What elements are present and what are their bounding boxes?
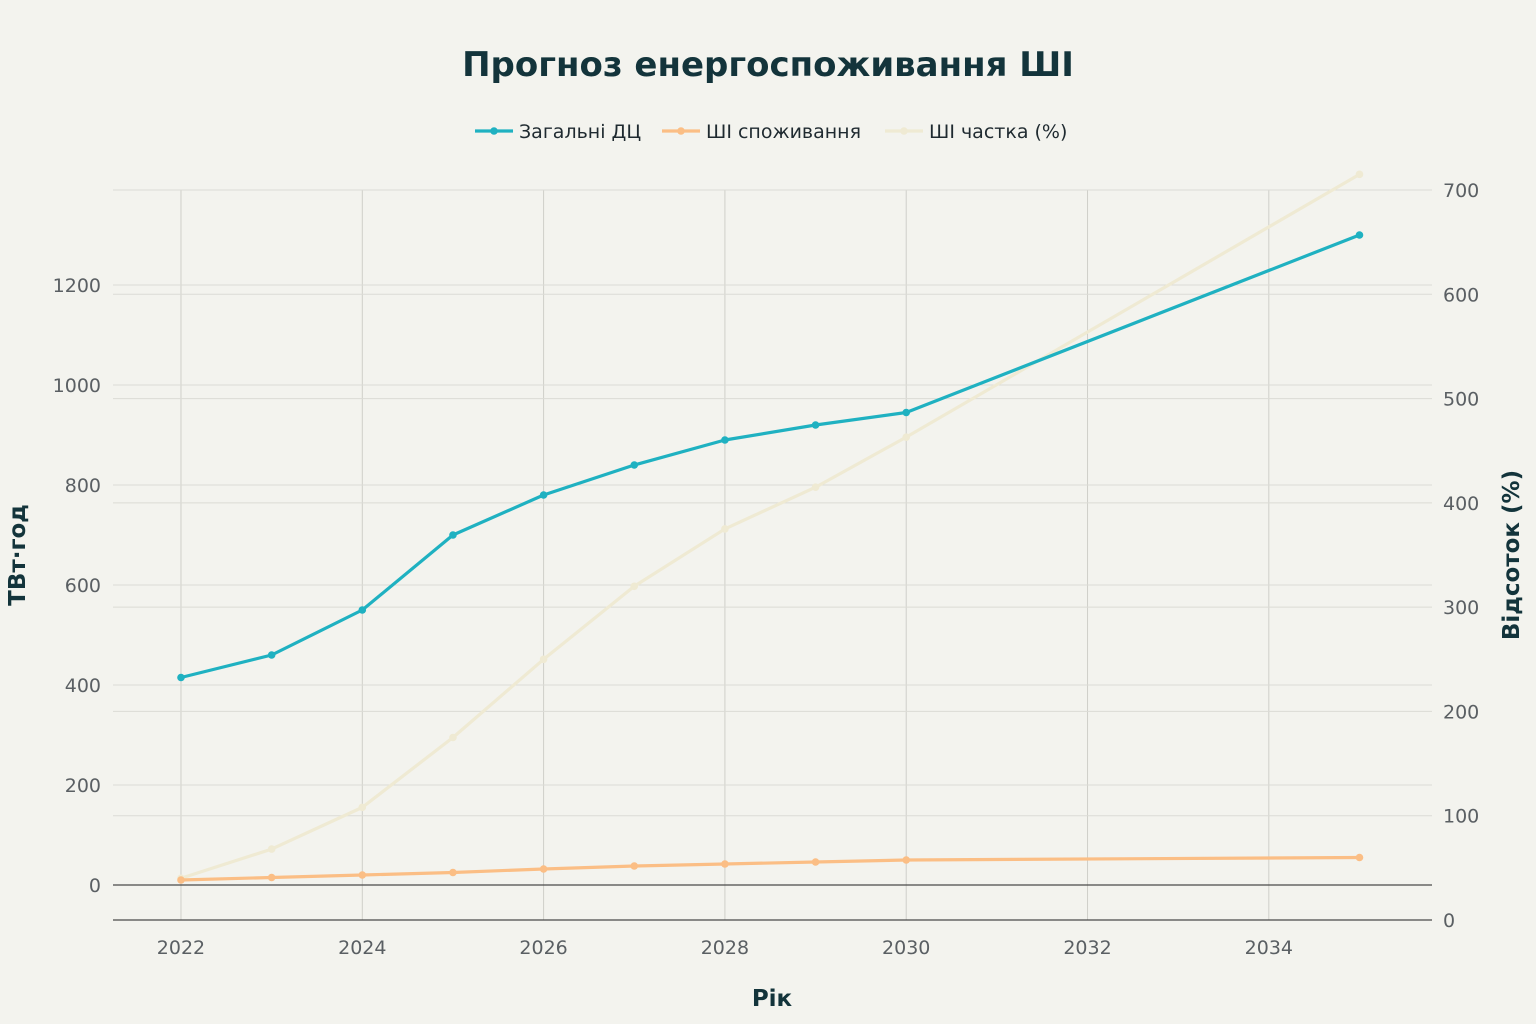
y2-tick-label-700: 700 xyxy=(1443,180,1479,202)
series-0-point-4 xyxy=(539,491,548,499)
gridlines xyxy=(113,189,1432,920)
series-0-point-8 xyxy=(902,408,911,417)
series-1-point-2 xyxy=(358,871,367,879)
y2-tick-label-100: 100 xyxy=(1443,806,1479,828)
series-0-point-6 xyxy=(721,436,729,444)
y2-tick-label-200: 200 xyxy=(1443,701,1479,723)
series-1-point-4 xyxy=(539,865,548,873)
legend-label-2: ШІ частка (%) xyxy=(929,121,1067,143)
series-0-point-0 xyxy=(177,673,185,682)
series-1-point-6 xyxy=(721,860,729,868)
y-tick-label-400: 400 xyxy=(65,675,101,697)
series-2-point-4 xyxy=(539,655,548,664)
series-line-0 xyxy=(179,233,1362,680)
series-0-point-9 xyxy=(1355,231,1364,239)
series-1-point-3 xyxy=(449,868,457,877)
series-1-point-1 xyxy=(267,873,276,882)
series-line-1 xyxy=(179,855,1362,882)
series-0-point-3 xyxy=(449,531,457,539)
y-tick-label-200: 200 xyxy=(65,775,101,797)
series-2-point-2 xyxy=(358,803,367,812)
series-0-point-1 xyxy=(267,651,276,659)
series-group xyxy=(177,170,1364,884)
series-0-point-7 xyxy=(811,421,820,429)
series-line-2 xyxy=(179,172,1362,880)
series-1-point-5 xyxy=(630,862,639,870)
y2-tick-label-300: 300 xyxy=(1443,597,1479,619)
y2-tick-label-500: 500 xyxy=(1443,389,1479,411)
series-1-point-7 xyxy=(811,858,820,866)
x-axis-title: Рік xyxy=(752,986,793,1012)
legend-marker-1 xyxy=(677,127,685,135)
series-2-point-1 xyxy=(267,845,276,853)
y2-axis-title: Відсоток (%) xyxy=(1499,470,1525,640)
x-tick-label-2026: 2026 xyxy=(519,937,567,959)
series-1-point-0 xyxy=(177,876,185,884)
y2-tick-label-0: 0 xyxy=(1443,910,1455,932)
series-2-point-6 xyxy=(721,525,729,533)
tick-labels: 2022 2024 2026 2028 2030 2032 2034 0 200 400 600 80… xyxy=(53,180,1480,959)
series-2-point-9 xyxy=(1355,170,1364,179)
y2-tick-label-600: 600 xyxy=(1443,284,1479,306)
legend-label-1: ШІ споживання xyxy=(706,121,861,143)
series-2-point-5 xyxy=(630,582,639,591)
chart-title: Прогноз енергоспоживання ШІ xyxy=(462,45,1074,85)
series-2-point-7 xyxy=(811,483,820,492)
y-tick-label-1200: 1200 xyxy=(53,275,101,297)
x-tick-label-2028: 2028 xyxy=(701,937,749,959)
x-tick-label-2022: 2022 xyxy=(157,937,205,959)
series-2-point-8 xyxy=(902,433,911,441)
y-tick-label-1000: 1000 xyxy=(53,375,101,397)
y2-tick-label-400: 400 xyxy=(1443,493,1479,515)
legend-marker-0 xyxy=(490,127,498,135)
x-tick-label-2024: 2024 xyxy=(338,937,386,959)
x-tick-label-2032: 2032 xyxy=(1063,937,1111,959)
series-1-point-8 xyxy=(902,856,911,864)
legend-label-0: Загальні ДЦ xyxy=(519,121,641,143)
y-axis-title: ТВт·год xyxy=(5,504,31,606)
legend-marker-2 xyxy=(900,127,908,135)
series-0-point-2 xyxy=(358,606,367,614)
y-tick-label-800: 800 xyxy=(65,475,101,497)
y-tick-label-600: 600 xyxy=(65,575,101,597)
y-tick-label-0: 0 xyxy=(89,875,101,897)
axes xyxy=(113,884,1432,921)
series-1-point-9 xyxy=(1355,853,1364,862)
x-tick-label-2030: 2030 xyxy=(882,937,930,959)
series-2-point-3 xyxy=(449,733,457,742)
series-0-point-5 xyxy=(630,461,639,469)
legend: Загальні ДЦ ШІ споживання ШІ частка (%) xyxy=(475,121,1067,143)
x-tick-label-2034: 2034 xyxy=(1245,937,1293,959)
